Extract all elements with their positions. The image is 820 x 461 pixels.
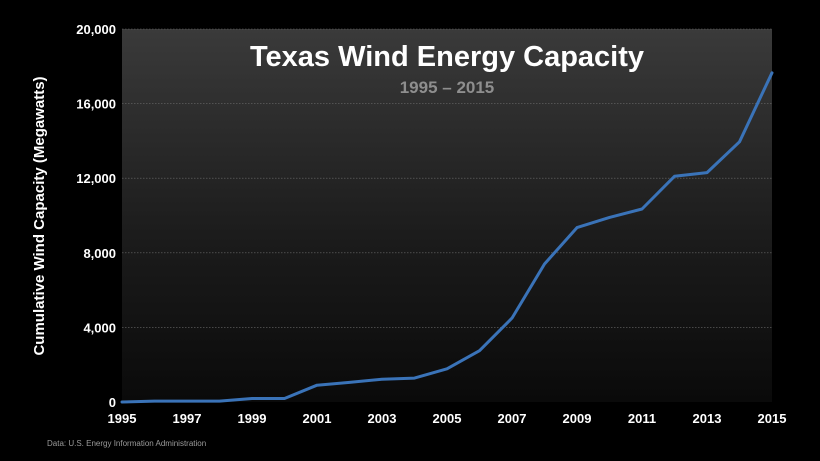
y-tick-label: 0 bbox=[109, 395, 116, 410]
x-tick-label: 1999 bbox=[238, 411, 267, 426]
x-tick-label: 1995 bbox=[108, 411, 137, 426]
x-tick-label: 1997 bbox=[173, 411, 202, 426]
x-tick-label: 2007 bbox=[498, 411, 527, 426]
plot-area bbox=[122, 29, 772, 402]
y-tick-label: 20,000 bbox=[76, 22, 116, 37]
series-layer bbox=[120, 71, 774, 404]
x-axis-ticks: 1995 1997 1999 2001 2003 2005 2007 2009 2011 2013… bbox=[108, 411, 787, 426]
chart-title: Texas Wind Energy Capacity bbox=[250, 41, 644, 73]
x-tick-label: 2001 bbox=[303, 411, 332, 426]
source-note: Data: U.S. Energy Information Administra… bbox=[47, 439, 206, 448]
y-axis-label: Cumulative Wind Capacity (Megawatts) bbox=[31, 76, 48, 355]
y-tick-label: 4,000 bbox=[83, 320, 116, 335]
y-axis-ticks: 0 4,000 8,000 12,000 16,000 20,000 bbox=[76, 22, 116, 410]
x-tick-label: 2015 bbox=[758, 411, 787, 426]
x-tick-label: 2013 bbox=[693, 411, 722, 426]
x-tick-label: 2009 bbox=[563, 411, 592, 426]
chart-subtitle: 1995 – 2015 bbox=[400, 78, 495, 97]
series-line bbox=[120, 71, 774, 404]
y-tick-label: 8,000 bbox=[83, 246, 116, 261]
gridlines bbox=[122, 28, 772, 328]
y-tick-label: 12,000 bbox=[76, 171, 116, 186]
x-tick-label: 2005 bbox=[433, 411, 462, 426]
x-tick-label: 2003 bbox=[368, 411, 397, 426]
y-tick-label: 16,000 bbox=[76, 97, 116, 112]
x-tick-label: 2011 bbox=[628, 411, 656, 426]
